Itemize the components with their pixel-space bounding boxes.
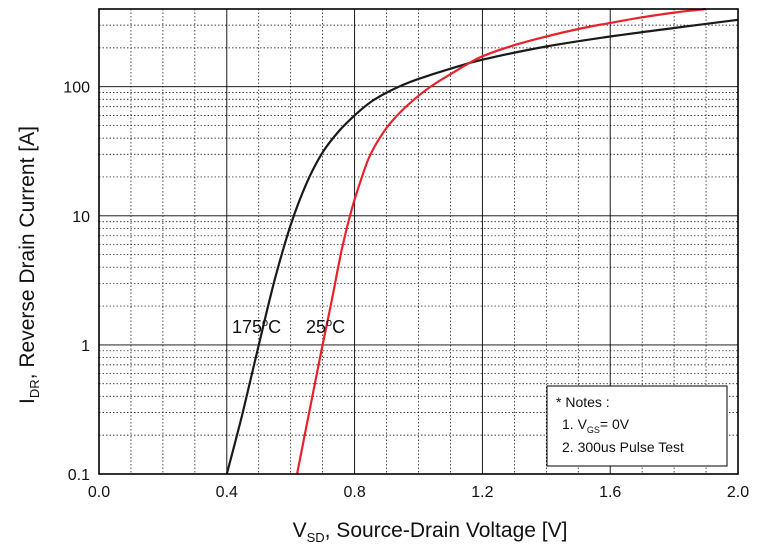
y-tick-label: 0.1 xyxy=(68,467,90,484)
x-tick-label: 0.4 xyxy=(216,484,238,501)
y-tick-labels: 0.1 1 10 100 xyxy=(63,80,90,484)
x-tick-label: 1.2 xyxy=(471,484,493,501)
grid xyxy=(99,9,738,474)
plot-frame xyxy=(98,8,739,475)
x-tick-labels: 0.0 0.4 0.8 1.2 1.6 2.0 xyxy=(88,484,749,501)
curves xyxy=(225,7,739,475)
series-line-175c xyxy=(225,18,739,475)
series-label-25c: 25oC xyxy=(306,317,345,337)
notes-line-2: 2. 300us Pulse Test xyxy=(562,439,684,455)
series-line-25c xyxy=(296,7,707,475)
x-tick-label: 0.8 xyxy=(343,484,365,501)
notes-title: * Notes : xyxy=(556,394,610,410)
y-tick-label: 100 xyxy=(63,80,90,97)
x-tick-label: 1.6 xyxy=(599,484,621,501)
y-tick-label: 1 xyxy=(81,338,90,355)
x-axis-title: VSD, Source-Drain Voltage [V] xyxy=(293,519,568,545)
notes-line-1: 1. VGS= 0V xyxy=(562,416,630,435)
x-tick-label: 2.0 xyxy=(727,484,749,501)
y-tick-label: 10 xyxy=(72,209,90,226)
x-tick-label: 0.0 xyxy=(88,484,110,501)
notes-box: * Notes : 1. VGS= 0V 2. 300us Pulse Test xyxy=(546,385,728,467)
series-label-175c: 175oC xyxy=(232,317,281,337)
y-axis-title: IDR, Reverse Drain Current [A] xyxy=(16,126,42,404)
